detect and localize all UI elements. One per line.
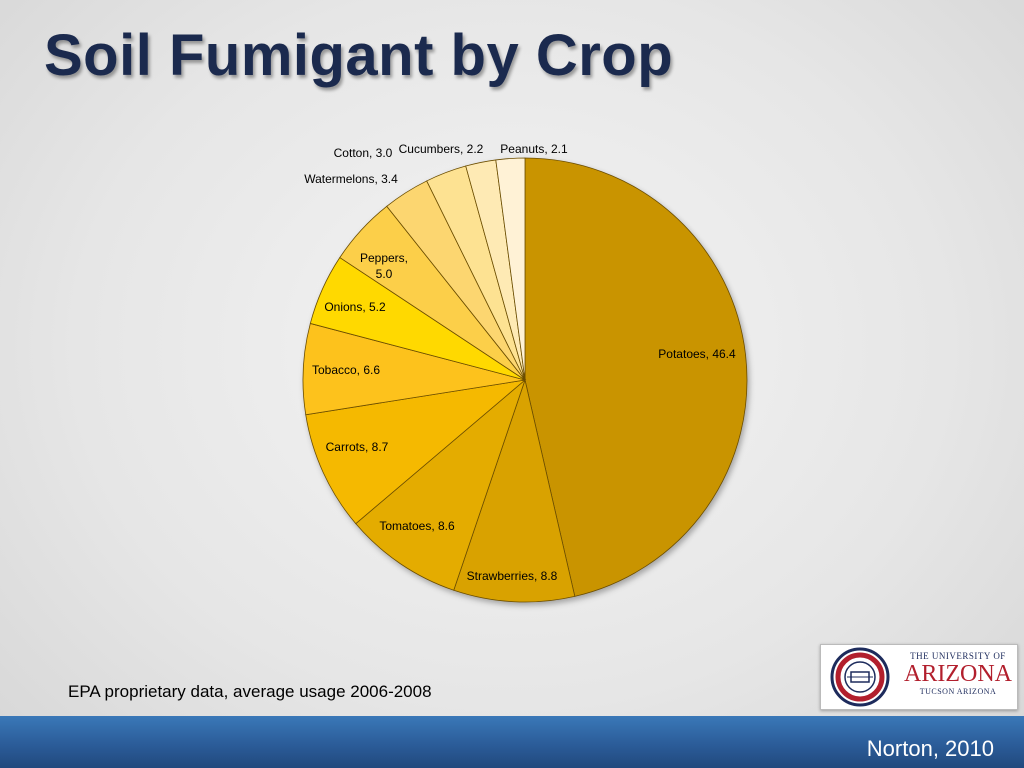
footer-credit: Norton, 2010 xyxy=(866,736,994,761)
pie-label-tomatoes: Tomatoes, 8.6 xyxy=(379,519,455,533)
slide-title: Soil Fumigant by Crop xyxy=(44,23,674,88)
pie-label-onions: Onions, 5.2 xyxy=(324,300,386,314)
pie-label-tobacco: Tobacco, 6.6 xyxy=(312,363,380,377)
logo-line-2: ARIZONA xyxy=(904,661,1012,687)
pie-label-potatoes: Potatoes, 46.4 xyxy=(658,347,736,361)
pie-label-strawberries: Strawberries, 8.8 xyxy=(467,569,558,583)
pie-slice-potatoes xyxy=(524,157,748,597)
pie-label-carrots: Carrots, 8.7 xyxy=(326,440,389,454)
pie-label-cotton: Cotton, 3.0 xyxy=(334,146,393,160)
pie-label-peppers: Peppers, 5.0 xyxy=(360,251,408,281)
pie-slice-strawberries xyxy=(453,378,576,603)
pie-slice-carrots xyxy=(305,379,527,525)
logo-line-3: TUCSON ARIZONA xyxy=(919,687,997,696)
pie-label-peanuts: Peanuts, 2.1 xyxy=(500,142,568,156)
footer-bar: Norton, 2010 xyxy=(0,716,1024,768)
university-seal-icon xyxy=(830,647,890,707)
university-logo: THE UNIVERSITY OF ARIZONA TUCSON ARIZONA xyxy=(820,644,1018,710)
pie-slice-peanuts xyxy=(495,157,526,381)
pie-label-cucumbers: Cucumbers, 2.2 xyxy=(399,142,484,156)
logo-line-1: THE UNIVERSITY OF xyxy=(910,651,1006,661)
pie-chart: Potatoes, 46.4 Strawberries, 8.8 Tomatoes,… xyxy=(302,142,748,603)
pie-label-watermelons: Watermelons, 3.4 xyxy=(304,172,398,186)
source-note: EPA proprietary data, average usage 2006… xyxy=(68,682,432,701)
pie-slice-tomatoes xyxy=(355,378,526,591)
